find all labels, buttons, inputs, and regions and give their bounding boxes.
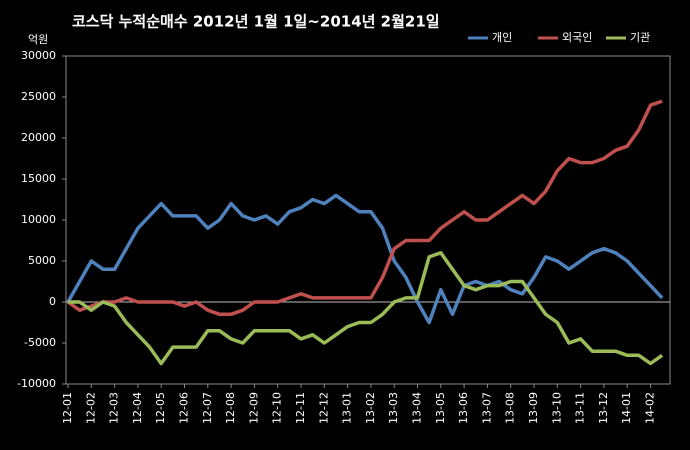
y-tick-label: 10000 [21,213,56,226]
x-tick-label: 13-09 [527,392,540,424]
x-tick-label: 12-02 [84,392,97,424]
x-tick-label: 12-06 [178,392,191,424]
x-tick-label: 14-02 [644,392,657,424]
x-tick-label: 13-03 [387,392,400,424]
x-tick-label: 12-12 [317,392,330,424]
x-tick-label: 13-02 [364,392,377,424]
legend-label: 개인 [492,31,512,44]
x-tick-label: 13-12 [597,392,610,424]
x-tick-label: 13-11 [574,392,587,424]
legend-label: 외국인 [562,31,592,44]
x-tick-label: 13-06 [457,392,470,424]
x-tick-label: 12-07 [201,392,214,424]
y-tick-label: 20000 [21,131,56,144]
x-tick-label: 12-09 [247,392,260,424]
y-tick-label: 30000 [21,49,56,62]
legend-label: 기관 [630,31,650,44]
y-tick-label: 5000 [28,254,56,267]
x-tick-label: 12-11 [294,392,307,424]
chart-title: 코스닥 누적순매수 2012년 1월 1일~2014년 2월21일 [72,13,440,31]
y-axis-label: 억원 [28,33,48,46]
x-tick-label: 12-05 [154,392,167,424]
x-tick-label: 12-03 [108,392,121,424]
series-line [66,99,663,317]
series-line [66,193,664,325]
x-tick-label: 13-08 [504,392,517,424]
x-tick-label: 13-05 [434,392,447,424]
y-tick-label: 15000 [21,172,56,185]
x-tick-label: 13-01 [341,392,354,424]
x-tick-label: 12-04 [131,392,144,424]
y-tick-label: 0 [49,295,56,308]
x-tick-label: 13-10 [550,392,563,424]
x-tick-label: 13-04 [411,392,424,424]
y-tick-label: -5000 [24,336,56,349]
x-tick-label: 14-01 [620,392,633,424]
x-tick-label: 12-10 [271,392,284,424]
y-tick-label: 25000 [21,90,56,103]
x-tick-label: 12-08 [224,392,237,424]
y-tick-label: -10000 [17,377,56,390]
x-tick-label: 12-01 [61,392,74,424]
series-line [68,251,664,366]
x-tick-label: 13-07 [480,392,493,424]
